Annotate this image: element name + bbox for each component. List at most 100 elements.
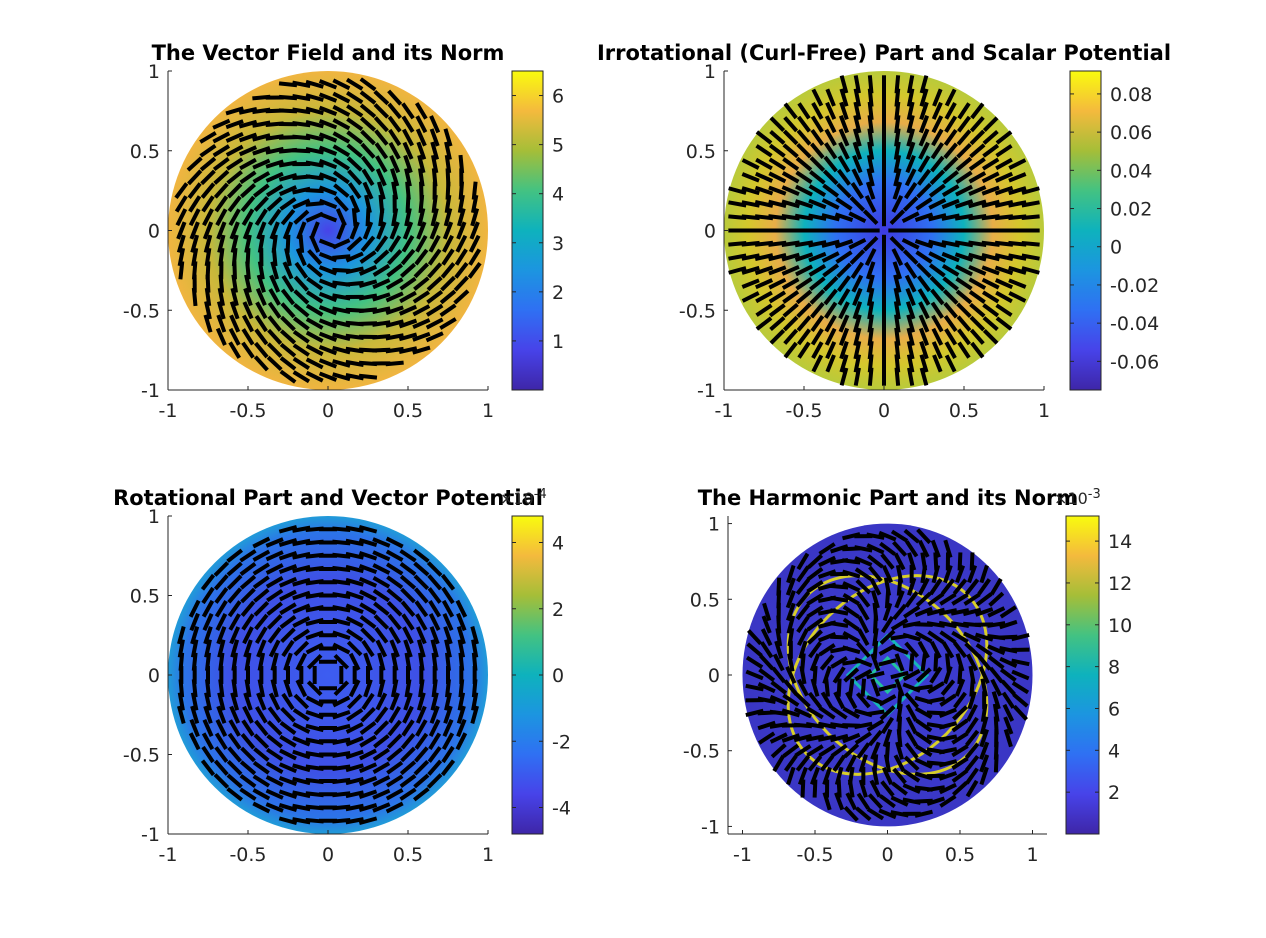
colorbar-tick-label: 2 [552, 282, 564, 304]
quiver-arrow [914, 757, 933, 769]
quiver-arrow [794, 744, 812, 758]
quiver-arrow [358, 373, 378, 380]
quiver-arrow [243, 287, 253, 307]
quiver-arrow [292, 94, 311, 102]
quiver-arrow [388, 626, 402, 644]
quiver-arrow [241, 208, 255, 226]
quiver-arrow [905, 301, 916, 320]
quiver-arrow [177, 626, 186, 645]
quiver-arrow [964, 642, 980, 658]
quiver-arrow [226, 574, 243, 591]
quiver-arrow [305, 357, 324, 370]
quiver-arrow [456, 612, 467, 632]
quiver-arrow [214, 746, 229, 763]
quiver-arrow [982, 316, 999, 331]
quiver-arrow [360, 706, 376, 723]
field-disk [742, 523, 1033, 827]
quiver-arrow [279, 602, 297, 616]
quiver-arrow [903, 755, 920, 772]
quiver-arrow [926, 785, 946, 792]
quiver-arrow [995, 303, 1013, 317]
quiver-arrow [825, 354, 836, 373]
x-tick-label: 0 [322, 844, 334, 866]
quiver-arrow [346, 693, 363, 710]
quiver-arrow [292, 121, 311, 128]
quiver-arrow [292, 316, 310, 331]
quiver-arrow [981, 199, 1000, 209]
quiver-arrow [238, 145, 258, 157]
quiver-arrow [413, 276, 430, 291]
quiver-arrow [728, 253, 747, 261]
quiver-arrow [879, 705, 896, 721]
colorbar-tick-label: -4 [552, 798, 571, 820]
quiver-arrow [242, 626, 254, 645]
quiver-arrow [891, 194, 904, 213]
quiver-arrow [279, 356, 297, 371]
quiver-arrow [282, 261, 294, 280]
quiver-arrow [373, 734, 390, 749]
quiver-arrow [305, 370, 324, 383]
quiver-arrow [318, 198, 338, 210]
quiver-arrow [375, 155, 388, 173]
quiver-arrow [848, 211, 867, 224]
quiver-arrow [843, 667, 860, 683]
quiver-arrow [864, 248, 877, 267]
quiver-arrow [866, 168, 875, 187]
quiver-arrow [256, 274, 266, 293]
quiver-arrow [412, 318, 431, 329]
quiver-arrow [430, 141, 440, 160]
quiver-arrow [968, 157, 986, 171]
quiver-arrow [414, 102, 428, 120]
quiver-arrow [456, 208, 466, 227]
quiver-arrow [345, 590, 364, 601]
quiver-arrow [822, 169, 839, 186]
quiver-arrow [346, 708, 364, 722]
y-tick-label: -0.5 [123, 300, 160, 322]
quiver-arrow [256, 221, 267, 240]
quiver-arrow [385, 562, 404, 576]
quiver-arrow [975, 643, 993, 657]
quiver-arrow [456, 705, 466, 724]
quiver-arrow [386, 263, 404, 278]
quiver-arrow [444, 154, 452, 174]
quiver-arrow [1002, 703, 1015, 722]
quiver-arrow [776, 577, 782, 596]
quiver-arrow [796, 615, 810, 634]
quiver-arrow [415, 613, 428, 631]
quiver-arrow [894, 653, 905, 672]
quiver-arrow [228, 208, 241, 227]
quiver-arrow [293, 289, 310, 305]
quiver-arrow [795, 591, 811, 608]
quiver-arrow [332, 737, 351, 745]
x-tick-label: -1 [733, 844, 752, 866]
quiver-arrow [399, 760, 417, 776]
quiver-arrow [402, 705, 414, 724]
quiver-arrow [318, 371, 338, 382]
quiver-arrow [834, 792, 845, 811]
quiver-arrow [292, 590, 311, 601]
quiver-arrow [292, 616, 311, 628]
quiver-arrow [253, 195, 269, 212]
quiver-arrow [754, 265, 774, 276]
quiver-arrow [386, 588, 403, 603]
quiver-arrow [811, 354, 824, 373]
chart-title: Irrotational (Curl-Free) Part and Scalar… [597, 41, 1171, 65]
quiver-arrow [200, 182, 216, 199]
quiver-arrow [850, 261, 864, 279]
quiver-arrow [254, 341, 269, 359]
quiver-arrow [213, 574, 229, 591]
quiver-arrow [416, 141, 427, 160]
quiver-arrow [741, 186, 760, 196]
quiver-arrow [283, 652, 293, 671]
quiver-arrow [200, 169, 216, 186]
quiver-arrow [398, 346, 418, 355]
quiver-arrow [389, 221, 400, 240]
quiver-arrow [239, 561, 257, 577]
quiver-arrow [944, 341, 957, 359]
quiver-arrow [279, 197, 297, 211]
quiver-arrow [866, 719, 885, 732]
quiver-arrow [292, 198, 311, 210]
quiver-arrow [835, 197, 853, 211]
quiver-arrow [399, 276, 417, 291]
